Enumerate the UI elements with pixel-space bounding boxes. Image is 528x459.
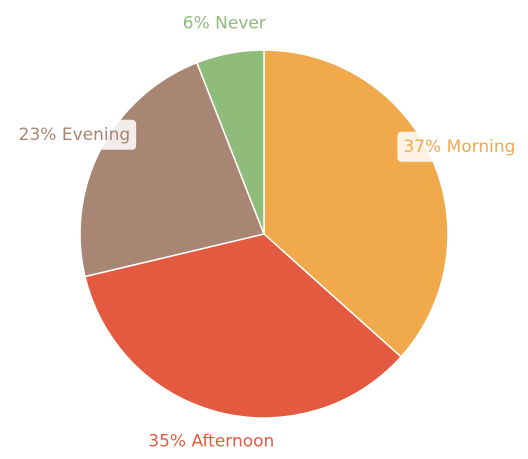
slice-label: 6% Never: [176, 8, 272, 39]
slices: [79, 49, 449, 419]
slice: [195, 49, 265, 235]
label-category: Morning: [447, 137, 516, 157]
label-background: [12, 119, 137, 150]
label-category: Afternoon: [191, 431, 274, 451]
slice-label: 37% Morning: [397, 131, 522, 162]
label-text: 35% Afternoon: [148, 431, 274, 451]
label-category: Evening: [62, 125, 130, 145]
label-value: 37%: [403, 137, 441, 157]
label-background: [142, 426, 281, 457]
label-background: [397, 131, 522, 162]
label-value: 23%: [19, 125, 57, 145]
label-category: Never: [215, 14, 266, 34]
slice-label: 23% Evening: [12, 119, 137, 150]
label-text: 6% Never: [183, 14, 266, 34]
labels: 37% Morning 35% Afternoon 23% Evening 6% Ne…: [12, 8, 522, 457]
label-background: [176, 8, 272, 39]
label-text: 23% Evening: [19, 125, 131, 145]
label-value: 6%: [183, 14, 210, 34]
slice-label: 35% Afternoon: [142, 426, 281, 457]
slice: [84, 233, 403, 419]
label-value: 35%: [148, 431, 186, 451]
label-text: 37% Morning: [403, 137, 515, 157]
